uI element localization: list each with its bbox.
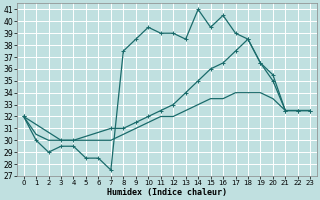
X-axis label: Humidex (Indice chaleur): Humidex (Indice chaleur) [107, 188, 227, 197]
